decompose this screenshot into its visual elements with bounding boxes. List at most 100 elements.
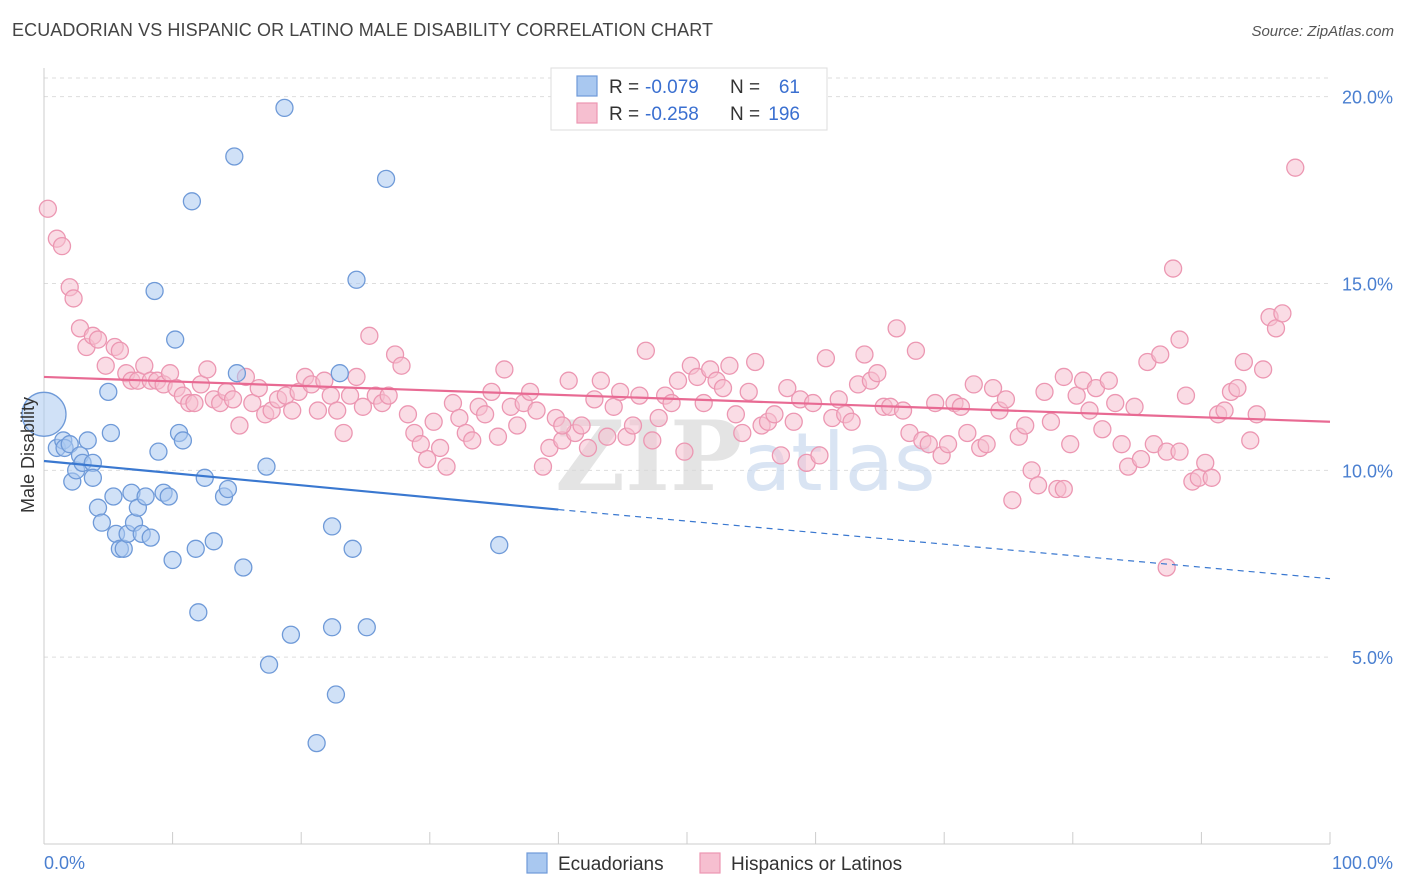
data-point: [88, 498, 108, 517]
data-point: [360, 326, 379, 345]
data-point: [649, 408, 668, 428]
watermark: ZIPatlas: [555, 400, 936, 513]
x-tick-label-min: 0.0%: [44, 853, 85, 873]
data-point: [816, 349, 836, 368]
data-point: [983, 378, 1003, 398]
data-point: [1041, 412, 1061, 431]
data-point: [1125, 397, 1144, 416]
data-point: [784, 412, 803, 431]
data-point: [726, 405, 746, 424]
data-point: [322, 618, 342, 637]
data-point: [527, 401, 546, 420]
data-point: [398, 405, 418, 424]
data-point: [533, 457, 553, 476]
data-point: [322, 517, 342, 536]
data-point: [225, 147, 244, 166]
data-point: [488, 427, 508, 446]
data-point: [227, 364, 247, 383]
data-point: [1016, 416, 1035, 435]
data-point: [630, 386, 649, 405]
data-point: [1163, 259, 1183, 278]
data-point: [938, 435, 958, 454]
data-point: [713, 378, 733, 398]
data-point: [88, 330, 108, 349]
data-point: [185, 393, 204, 413]
data-point: [104, 487, 123, 506]
series-legend-swatch: [526, 852, 548, 874]
data-point: [490, 535, 509, 555]
data-point: [746, 352, 765, 372]
data-point: [887, 319, 906, 338]
data-point: [733, 423, 752, 443]
data-point: [1170, 442, 1189, 461]
data-point: [643, 431, 662, 450]
legend-r-value: -0.258: [645, 104, 699, 125]
data-point: [392, 356, 411, 375]
data-point: [163, 550, 182, 570]
data-point: [330, 364, 349, 383]
data-point: [376, 169, 396, 189]
data-point: [182, 192, 202, 211]
data-point: [1215, 401, 1234, 420]
data-point: [328, 401, 347, 420]
data-point: [996, 390, 1016, 409]
data-point: [379, 386, 398, 405]
data-point: [591, 371, 610, 390]
legend-r-value: -0.079: [645, 77, 699, 98]
data-point: [92, 513, 112, 532]
data-point: [343, 539, 362, 558]
data-point: [357, 618, 376, 637]
axes: [43, 68, 1331, 845]
data-point: [977, 435, 996, 454]
data-point: [1061, 435, 1080, 454]
data-point: [437, 457, 456, 476]
data-point: [353, 397, 373, 416]
legend-r-label: R =: [609, 104, 639, 125]
data-point: [964, 375, 983, 394]
data-point: [1099, 371, 1118, 390]
data-point: [424, 412, 443, 431]
data-point: [159, 487, 178, 506]
ecuadorian-trend-extension: [558, 508, 1331, 580]
data-point: [1241, 431, 1260, 450]
data-point: [257, 457, 276, 476]
x-tick-label-max: 100.0%: [1332, 853, 1393, 873]
data-point: [572, 416, 591, 435]
data-point: [739, 382, 758, 402]
data-point: [1054, 367, 1073, 387]
y-axis-label: Male Disability: [18, 397, 38, 513]
legend-swatch: [576, 75, 598, 97]
data-point: [810, 446, 829, 465]
hispanic-trend-line: [43, 375, 1331, 423]
source-label: Source: ZipAtlas.com: [1251, 23, 1394, 40]
data-point: [765, 405, 784, 424]
data-point: [868, 364, 887, 383]
data-point: [958, 423, 977, 443]
data-point: [347, 270, 366, 289]
data-point: [662, 393, 681, 413]
data-point: [778, 378, 797, 398]
data-point: [110, 341, 130, 360]
data-point: [1151, 345, 1170, 364]
y-tick-label: 10.0%: [1342, 461, 1393, 481]
data-point: [623, 416, 643, 435]
data-point: [1093, 420, 1112, 439]
data-point: [234, 558, 253, 577]
data-point: [223, 390, 243, 409]
data-point: [99, 382, 118, 402]
watermark-text: ZIPatlas: [555, 400, 936, 513]
data-point: [326, 685, 346, 704]
data-point: [585, 390, 604, 409]
data-point: [1273, 304, 1292, 323]
data-point: [598, 427, 617, 446]
data-point: [906, 341, 926, 360]
series-legend-swatch: [699, 852, 721, 874]
data-point: [1080, 401, 1099, 420]
data-point: [418, 449, 437, 469]
data-point: [1035, 382, 1054, 402]
chart-title: ECUADORIAN VS HISPANIC OR LATINO MALE DI…: [12, 20, 714, 40]
series-legend-label: Ecuadorians: [558, 854, 664, 875]
ecuadorian-trend-line: [43, 459, 559, 511]
data-point: [145, 281, 164, 301]
